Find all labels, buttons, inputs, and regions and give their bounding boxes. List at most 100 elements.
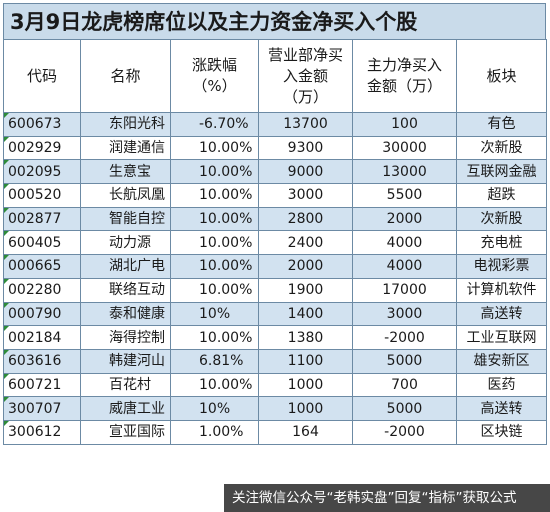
cell-main-net-buy: 5500 (352, 183, 457, 208)
cell-branch-net-buy: 9000 (258, 159, 353, 185)
cell-sector: 电视彩票 (456, 254, 547, 279)
table-row: 603616 韩建河山 6.81% 1100 5000 雄安新区 (3, 348, 547, 374)
cell-change: 10% (170, 396, 259, 421)
cell-branch-net-buy: 2800 (258, 206, 353, 232)
cell-name: 威唐工业 (80, 396, 171, 421)
cell-branch-net-buy: 164 (258, 419, 353, 445)
cell-sector: 充电桩 (456, 230, 547, 256)
cell-name: 韩建河山 (80, 348, 171, 374)
header-sector: 板块 (456, 39, 547, 113)
cell-branch-net-buy: 3000 (258, 183, 353, 208)
cell-code: 300707 (3, 396, 81, 421)
table-row: 002929 润建通信 10.00% 9300 30000 次新股 (3, 135, 547, 161)
cell-code: 002929 (3, 135, 81, 161)
cell-name: 海得控制 (80, 325, 171, 350)
cell-main-net-buy: 30000 (352, 135, 457, 161)
table-body: 600673 东阳光科 -6.70% 13700 100 有色 002929 润建通信 10.0… (3, 112, 547, 445)
cell-name: 联络互动 (80, 277, 171, 303)
cell-change: 6.81% (170, 348, 259, 374)
cell-change: 10.00% (170, 325, 259, 350)
cell-branch-net-buy: 1100 (258, 348, 353, 374)
cell-code: 002184 (3, 325, 81, 350)
cell-sector: 区块链 (456, 419, 547, 445)
cell-change: 10.00% (170, 135, 259, 161)
cell-name: 湖北广电 (80, 254, 171, 279)
cell-code: 600721 (3, 372, 81, 398)
cell-name: 动力源 (80, 230, 171, 256)
cell-main-net-buy: 100 (352, 112, 457, 137)
cell-code: 603616 (3, 348, 81, 374)
cell-code: 002877 (3, 206, 81, 232)
header-main-net-buy: 主力净买入金额（万） (352, 39, 457, 113)
cell-code: 000665 (3, 254, 81, 279)
table-row: 000790 泰和健康 10% 1400 3000 高送转 (3, 301, 547, 327)
table-row: 002095 生意宝 10.00% 9000 13000 互联网金融 (3, 159, 547, 185)
cell-name: 润建通信 (80, 135, 171, 161)
cell-change: 10% (170, 301, 259, 327)
cell-main-net-buy: 17000 (352, 277, 457, 303)
table-row: 600721 百花村 10.00% 1000 700 医药 (3, 372, 547, 398)
table-row: 300612 宣亚国际 1.00% 164 -2000 区块链 (3, 419, 547, 445)
cell-sector: 超跌 (456, 183, 547, 208)
header-name: 名称 (80, 39, 171, 113)
cell-sector: 次新股 (456, 135, 547, 161)
cell-sector: 高送转 (456, 396, 547, 421)
table-title: 3月9日龙虎榜席位以及主力资金净买入个股 (3, 3, 546, 39)
cell-branch-net-buy: 1000 (258, 372, 353, 398)
table-row: 300707 威唐工业 10% 1000 5000 高送转 (3, 396, 547, 421)
cell-code: 300612 (3, 419, 81, 445)
cell-name: 泰和健康 (80, 301, 171, 327)
cell-sector: 有色 (456, 112, 547, 137)
table-row: 600673 东阳光科 -6.70% 13700 100 有色 (3, 112, 547, 137)
header-row: 代码 名称 涨跌幅（%） 营业部净买入金额（万） 主力净买入金额（万） 板块 (3, 39, 547, 113)
cell-main-net-buy: 13000 (352, 159, 457, 185)
cell-sector: 工业互联网 (456, 325, 547, 350)
cell-name: 东阳光科 (80, 112, 171, 137)
cell-branch-net-buy: 9300 (258, 135, 353, 161)
cell-code: 600405 (3, 230, 81, 256)
cell-branch-net-buy: 1000 (258, 396, 353, 421)
cell-change: 10.00% (170, 230, 259, 256)
table-row: 002184 海得控制 10.00% 1380 -2000 工业互联网 (3, 325, 547, 350)
table-row: 600405 动力源 10.00% 2400 4000 充电桩 (3, 230, 547, 256)
cell-name: 宣亚国际 (80, 419, 171, 445)
cell-branch-net-buy: 1380 (258, 325, 353, 350)
cell-main-net-buy: 5000 (352, 396, 457, 421)
cell-branch-net-buy: 2000 (258, 254, 353, 279)
cell-main-net-buy: 3000 (352, 301, 457, 327)
cell-code: 000790 (3, 301, 81, 327)
cell-name: 智能自控 (80, 206, 171, 232)
cell-name: 长航凤凰 (80, 183, 171, 208)
cell-name: 百花村 (80, 372, 171, 398)
cell-change: -6.70% (170, 112, 259, 137)
cell-sector: 医药 (456, 372, 547, 398)
cell-code: 600673 (3, 112, 81, 137)
cell-code: 002280 (3, 277, 81, 303)
stock-table: 代码 名称 涨跌幅（%） 营业部净买入金额（万） 主力净买入金额（万） 板块 6… (3, 39, 547, 445)
cell-branch-net-buy: 1900 (258, 277, 353, 303)
table-row: 000665 湖北广电 10.00% 2000 4000 电视彩票 (3, 254, 547, 279)
cell-branch-net-buy: 1400 (258, 301, 353, 327)
table-row: 000520 长航凤凰 10.00% 3000 5500 超跌 (3, 183, 547, 208)
cell-change: 10.00% (170, 159, 259, 185)
cell-branch-net-buy: 2400 (258, 230, 353, 256)
stock-table-card: 3月9日龙虎榜席位以及主力资金净买入个股 代码 名称 涨跌幅（%） 营业部净买入… (3, 3, 547, 445)
cell-change: 10.00% (170, 206, 259, 232)
cell-sector: 互联网金融 (456, 159, 547, 185)
cell-change: 10.00% (170, 277, 259, 303)
cell-main-net-buy: 4000 (352, 230, 457, 256)
cell-code: 002095 (3, 159, 81, 185)
cell-name: 生意宝 (80, 159, 171, 185)
cell-main-net-buy: -2000 (352, 325, 457, 350)
cell-change: 10.00% (170, 372, 259, 398)
cell-sector: 次新股 (456, 206, 547, 232)
table-row: 002280 联络互动 10.00% 1900 17000 计算机软件 (3, 277, 547, 303)
header-change: 涨跌幅（%） (170, 39, 259, 113)
cell-main-net-buy: -2000 (352, 419, 457, 445)
cell-main-net-buy: 4000 (352, 254, 457, 279)
cell-code: 000520 (3, 183, 81, 208)
table-row: 002877 智能自控 10.00% 2800 2000 次新股 (3, 206, 547, 232)
cell-change: 10.00% (170, 254, 259, 279)
cell-sector: 雄安新区 (456, 348, 547, 374)
cell-sector: 计算机软件 (456, 277, 547, 303)
